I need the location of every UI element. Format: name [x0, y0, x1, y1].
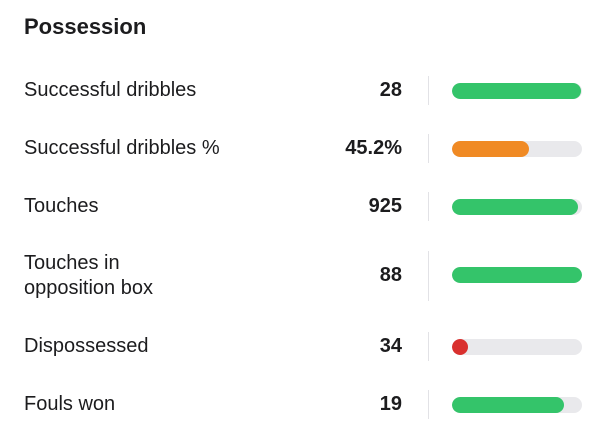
- stat-bar-fill: [452, 141, 529, 157]
- stat-label: Touches: [24, 195, 99, 217]
- stat-label: Fouls won: [24, 393, 116, 415]
- stat-bar-track: [452, 141, 582, 157]
- stat-divider: [428, 134, 429, 163]
- stat-label: Successful dribbles: [24, 79, 197, 101]
- stat-bar-fill: [452, 83, 581, 99]
- stat-label: Touches in opposition box: [24, 251, 274, 301]
- stat-bar-fill: [452, 199, 578, 215]
- stat-label-text: Touches in opposition box: [24, 252, 153, 299]
- section-title: Possession: [24, 14, 147, 39]
- stat-bar-fill: [452, 267, 582, 283]
- stat-bar-fill: [452, 339, 468, 355]
- stat-bar-track: [452, 397, 582, 413]
- stat-value: 88: [379, 264, 402, 286]
- stat-label: Successful dribbles %: [24, 137, 220, 159]
- stat-divider: [428, 192, 429, 221]
- stat-label: Dispossessed: [24, 335, 149, 357]
- stat-bar-track: [452, 267, 582, 283]
- stat-value: 45.2%: [345, 137, 402, 159]
- stat-bar-track: [452, 339, 582, 355]
- stat-bar-track: [452, 83, 582, 99]
- stat-value: 925: [368, 195, 402, 217]
- stat-value: 19: [379, 393, 402, 415]
- stat-divider: [428, 251, 429, 301]
- stat-bar-track: [452, 199, 582, 215]
- stat-value: 34: [379, 335, 402, 357]
- stat-divider: [428, 76, 429, 105]
- stat-value: 28: [379, 79, 402, 101]
- stat-divider: [428, 390, 429, 419]
- stat-divider: [428, 332, 429, 361]
- stat-bar-fill: [452, 397, 564, 413]
